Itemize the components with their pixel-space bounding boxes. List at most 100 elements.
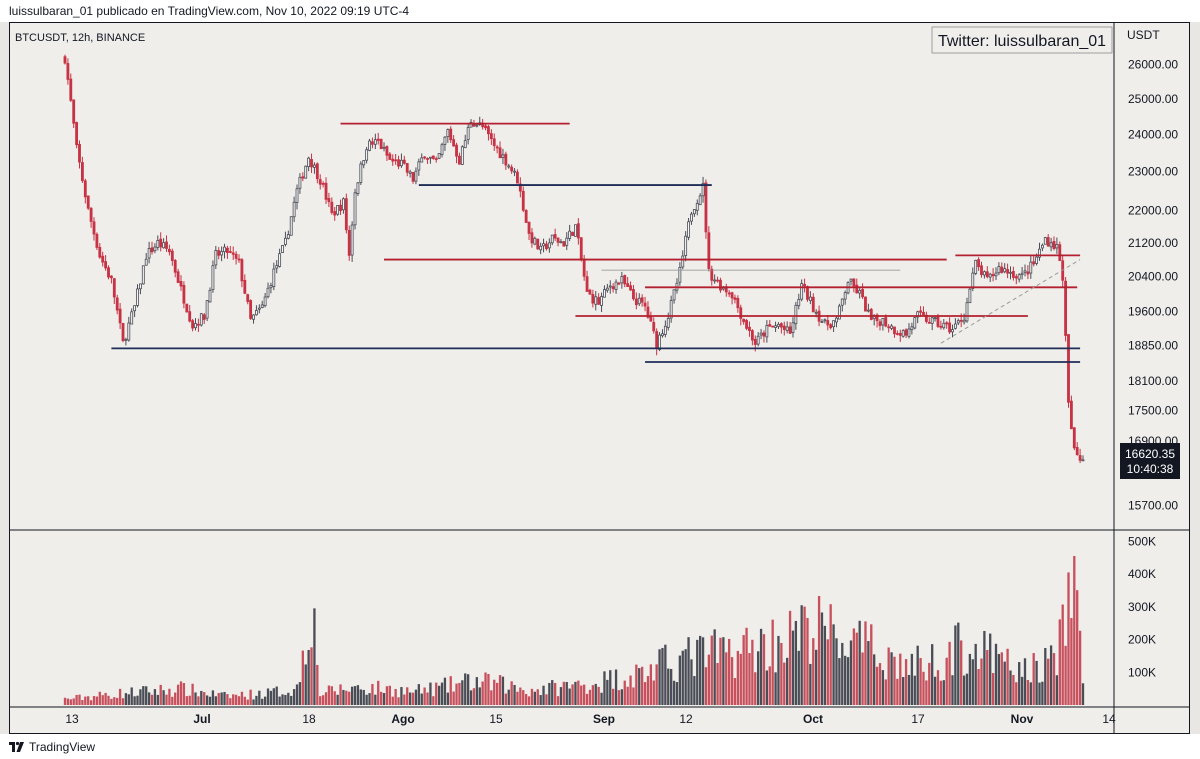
volume-bar — [298, 682, 302, 705]
volume-bar — [179, 681, 183, 705]
volume-bar — [1009, 670, 1012, 705]
candle-body — [991, 274, 995, 277]
volume-bar — [150, 694, 154, 705]
price-chart[interactable]: 26000.00 25000.00 24000.00 23000.00 22000.00… — [10, 23, 1189, 733]
volume-bar — [739, 653, 742, 705]
volume-bar — [110, 698, 113, 705]
candle-body — [501, 154, 505, 159]
volume-bar — [278, 696, 281, 705]
volume-bar — [472, 688, 476, 705]
candle-body — [86, 195, 90, 209]
candle-body — [640, 297, 644, 303]
volume-bar — [757, 651, 760, 705]
volume-bar — [89, 700, 93, 705]
candle-body — [315, 163, 319, 180]
symbol-legend[interactable]: BTCUSDT, 12h, BINANCE — [15, 32, 145, 44]
candle-body — [255, 310, 258, 316]
candle-body — [382, 146, 386, 149]
candle-body — [971, 272, 975, 289]
volume-bar — [971, 659, 974, 705]
candle-body — [945, 322, 949, 325]
volume-bar — [359, 689, 362, 705]
volume-bar — [771, 619, 774, 705]
volume-bar — [162, 690, 165, 705]
volume-bar — [913, 675, 916, 705]
price-tick-label: 24000.00 — [1128, 127, 1178, 141]
candle-body — [1078, 455, 1082, 461]
volume-bar — [629, 675, 632, 705]
volume-bar — [649, 664, 653, 705]
volume-bar — [548, 682, 551, 705]
volume-bar — [780, 642, 783, 705]
tradingview-logo-icon — [9, 741, 24, 752]
volume-bar — [249, 689, 252, 705]
volume-bar — [945, 657, 948, 705]
candle-body — [72, 99, 76, 124]
candle-body — [269, 285, 273, 289]
volume-bar — [116, 697, 119, 705]
volume-bar — [791, 630, 795, 705]
volume-bar — [350, 686, 354, 705]
candle-body — [916, 311, 920, 318]
candle-body — [713, 279, 717, 282]
candle-body — [823, 319, 827, 322]
volume-bar — [925, 680, 928, 705]
candle-body — [1072, 427, 1076, 449]
candle-body — [159, 238, 163, 248]
candle-body — [214, 250, 218, 266]
volume-bar — [147, 692, 151, 705]
volume-bar — [1058, 619, 1061, 705]
volume-bar — [66, 698, 70, 705]
tradingview-logo[interactable]: TradingView — [9, 740, 95, 754]
candle-body — [1046, 237, 1050, 247]
candle-body — [843, 292, 847, 300]
price-axis[interactable]: 26000.00 25000.00 24000.00 23000.00 22000.00… — [1128, 57, 1178, 512]
volume-bar — [838, 658, 841, 705]
candle-body — [571, 231, 574, 236]
candle-body — [350, 224, 354, 256]
volume-tick-label: 200K — [1128, 633, 1156, 647]
candle-body — [803, 283, 806, 287]
time-tick-label: 12 — [679, 712, 693, 726]
volume-bar — [316, 664, 319, 705]
volume-bar — [124, 693, 128, 705]
price-tick-label: 20400.00 — [1128, 270, 1178, 284]
volume-bar — [240, 691, 244, 705]
last-price-value: 16620.35 — [1125, 447, 1175, 461]
volume-bar — [907, 674, 911, 705]
candle-body — [527, 221, 531, 234]
volume-bar — [417, 684, 420, 705]
candle-body — [516, 171, 519, 184]
candle-body — [559, 241, 563, 244]
candle-body — [138, 283, 142, 290]
candle-body — [962, 319, 966, 323]
time-axis[interactable]: 13 Jul 18 Ago 15 Sep 12 Oct 17 Nov 14 — [65, 712, 1116, 726]
volume-bar — [710, 635, 713, 705]
candle-body — [600, 296, 603, 306]
candle-body — [777, 323, 780, 327]
candle-body — [800, 283, 804, 300]
volume-bar — [342, 689, 345, 705]
volume-bar — [118, 688, 122, 705]
candle-body — [1006, 269, 1010, 274]
volume-bar — [446, 692, 449, 705]
candle-body — [762, 332, 766, 337]
candle-body — [156, 240, 160, 248]
volume-bar — [426, 692, 429, 705]
volume-bar — [84, 696, 87, 705]
candle-body — [452, 139, 456, 147]
volume-bar — [275, 686, 278, 705]
volume-bar — [443, 677, 447, 705]
candle-body — [173, 260, 177, 273]
price-tick-label: 15700.00 — [1128, 498, 1178, 512]
candle-body — [669, 300, 673, 319]
volume-bar — [568, 688, 571, 705]
candle-body — [342, 198, 345, 211]
candle-body — [440, 144, 444, 155]
volume-bar — [507, 689, 510, 705]
candle-body — [878, 321, 882, 326]
bar-countdown: 10:40:38 — [1127, 462, 1174, 476]
candle-body — [353, 192, 357, 226]
volume-bar — [356, 685, 360, 705]
candle-body — [988, 273, 992, 278]
